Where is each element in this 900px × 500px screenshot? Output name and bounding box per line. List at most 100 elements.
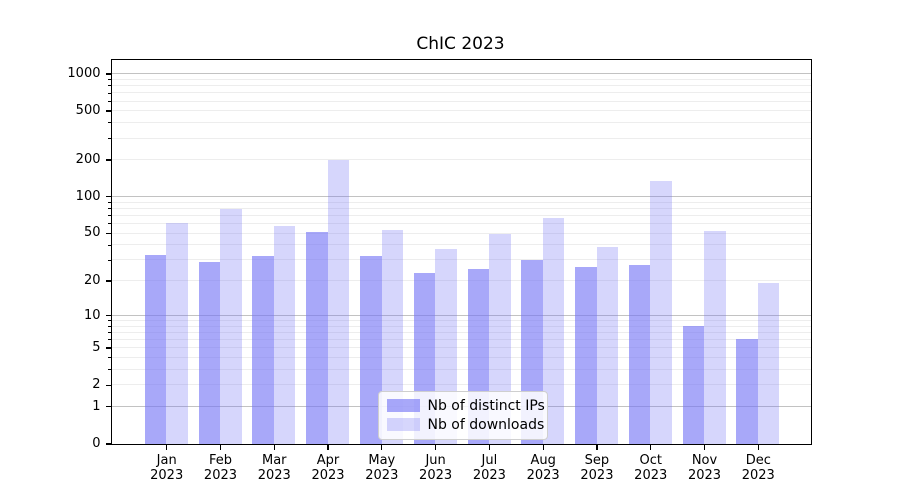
y-tick-mark [105,159,111,161]
y-minor-tick-mark [108,332,111,334]
gridline-minor [111,85,811,87]
gridline-minor [111,325,811,327]
y-minor-tick-mark [108,259,111,261]
legend-item-distinct-ips: Nb of distinct IPs [386,396,545,415]
y-tick-mark [105,314,111,317]
bar-downloads-jan [166,222,188,444]
gridline-minor [111,338,811,340]
x-tick-label-dec: Dec 2023 [730,453,786,484]
x-tick-month: Jul [481,452,498,468]
y-tick-mark [105,73,111,75]
x-tick-mark [650,445,652,450]
gridline-major [111,314,811,316]
x-tick-label-oct: Oct 2023 [623,453,679,484]
bar-downloads-sep [596,247,619,444]
legend-label-distinct-ips: Nb of distinct IPs [427,397,545,414]
x-tick-label-feb: Feb 2023 [192,453,248,484]
gridline-minor [111,110,811,112]
gridline-minor [111,122,811,124]
bar-downloads-feb [220,209,242,444]
gridline-minor [111,331,811,333]
x-tick-mark [542,445,544,450]
x-tick-month: May [368,452,396,468]
gridline-major [111,196,811,198]
gridline-major [111,73,811,75]
bar-downloads-oct [650,180,672,444]
x-tick-label-jul: Jul 2023 [461,453,517,484]
x-tick-year: 2023 [257,468,291,483]
x-tick-mark [435,445,437,450]
x-tick-year: 2023 [472,468,506,483]
y-tick-mark [105,384,111,386]
bar-distinct-ips-may [360,256,382,444]
y-tick-label: 5 [92,340,101,356]
gridline-minor [111,357,811,358]
bar-downloads-may [381,230,403,444]
gridline-minor [111,100,811,102]
gridline-minor [111,232,811,234]
y-tick-label: 500 [75,103,101,119]
legend-swatch-downloads [386,418,420,431]
y-minor-tick-mark [108,244,111,246]
bar-distinct-ips-apr [306,232,328,444]
y-minor-tick-mark [108,85,111,87]
x-tick-mark [596,445,598,450]
x-tick-mark [757,445,759,450]
y-tick-label: 200 [75,151,101,167]
x-tick-year: 2023 [311,468,345,483]
x-tick-month: Sep [584,452,610,468]
gridline-minor [111,201,811,203]
y-minor-tick-mark [108,137,111,139]
x-tick-label-mar: Mar 2023 [246,453,302,484]
chart-title: ChIC 2023 [416,34,505,54]
legend-label-downloads: Nb of downloads [427,416,545,433]
gridline-minor [111,214,811,216]
x-tick-mark [488,445,490,450]
x-tick-label-apr: Apr 2023 [300,453,356,484]
y-minor-tick-mark [108,79,111,81]
bar-downloads-apr [327,159,350,444]
x-tick-year: 2023 [203,468,238,483]
gridline-minor [111,137,811,139]
y-tick-label: 50 [83,225,101,241]
x-tick-month: Apr [316,452,340,468]
bar-downloads-aug [542,217,565,444]
gridline-minor [111,244,811,246]
x-tick-mark [166,445,168,450]
gridline-minor [111,78,811,80]
x-tick-label-aug: Aug 2023 [515,453,571,484]
x-tick-year: 2023 [687,468,722,483]
x-tick-month: Dec [745,452,771,468]
x-tick-label-jan: Jan 2023 [139,453,195,484]
plot-area [110,59,812,445]
y-tick-mark [105,406,111,408]
legend-swatch-distinct-ips [386,399,420,412]
y-minor-tick-mark [108,369,111,371]
gridline-minor [111,384,811,386]
y-tick-mark [105,232,111,234]
x-tick-label-jun: Jun 2023 [408,453,464,484]
y-tick-label: 100 [75,188,101,204]
legend: Nb of distinct IPs Nb of downloads [377,391,548,440]
y-minor-tick-mark [108,223,111,225]
x-tick-year: 2023 [741,468,775,483]
x-tick-month: Nov [691,452,718,468]
x-tick-month: Oct [639,452,662,468]
bar-downloads-nov [704,231,726,444]
x-tick-year: 2023 [150,468,184,483]
y-minor-tick-mark [108,92,111,94]
x-tick-year: 2023 [419,468,453,483]
y-tick-mark [105,110,111,112]
y-minor-tick-mark [108,320,111,322]
x-tick-mark [381,445,383,450]
y-minor-tick-mark [108,339,111,341]
y-minor-tick-mark [108,215,111,217]
y-tick-label: 20 [83,272,101,288]
y-minor-tick-mark [108,122,111,124]
legend-item-downloads: Nb of downloads [386,415,544,434]
x-tick-year: 2023 [634,468,668,483]
gridline-minor [111,159,811,161]
y-minor-tick-mark [108,208,111,210]
x-tick-mark [219,445,222,450]
